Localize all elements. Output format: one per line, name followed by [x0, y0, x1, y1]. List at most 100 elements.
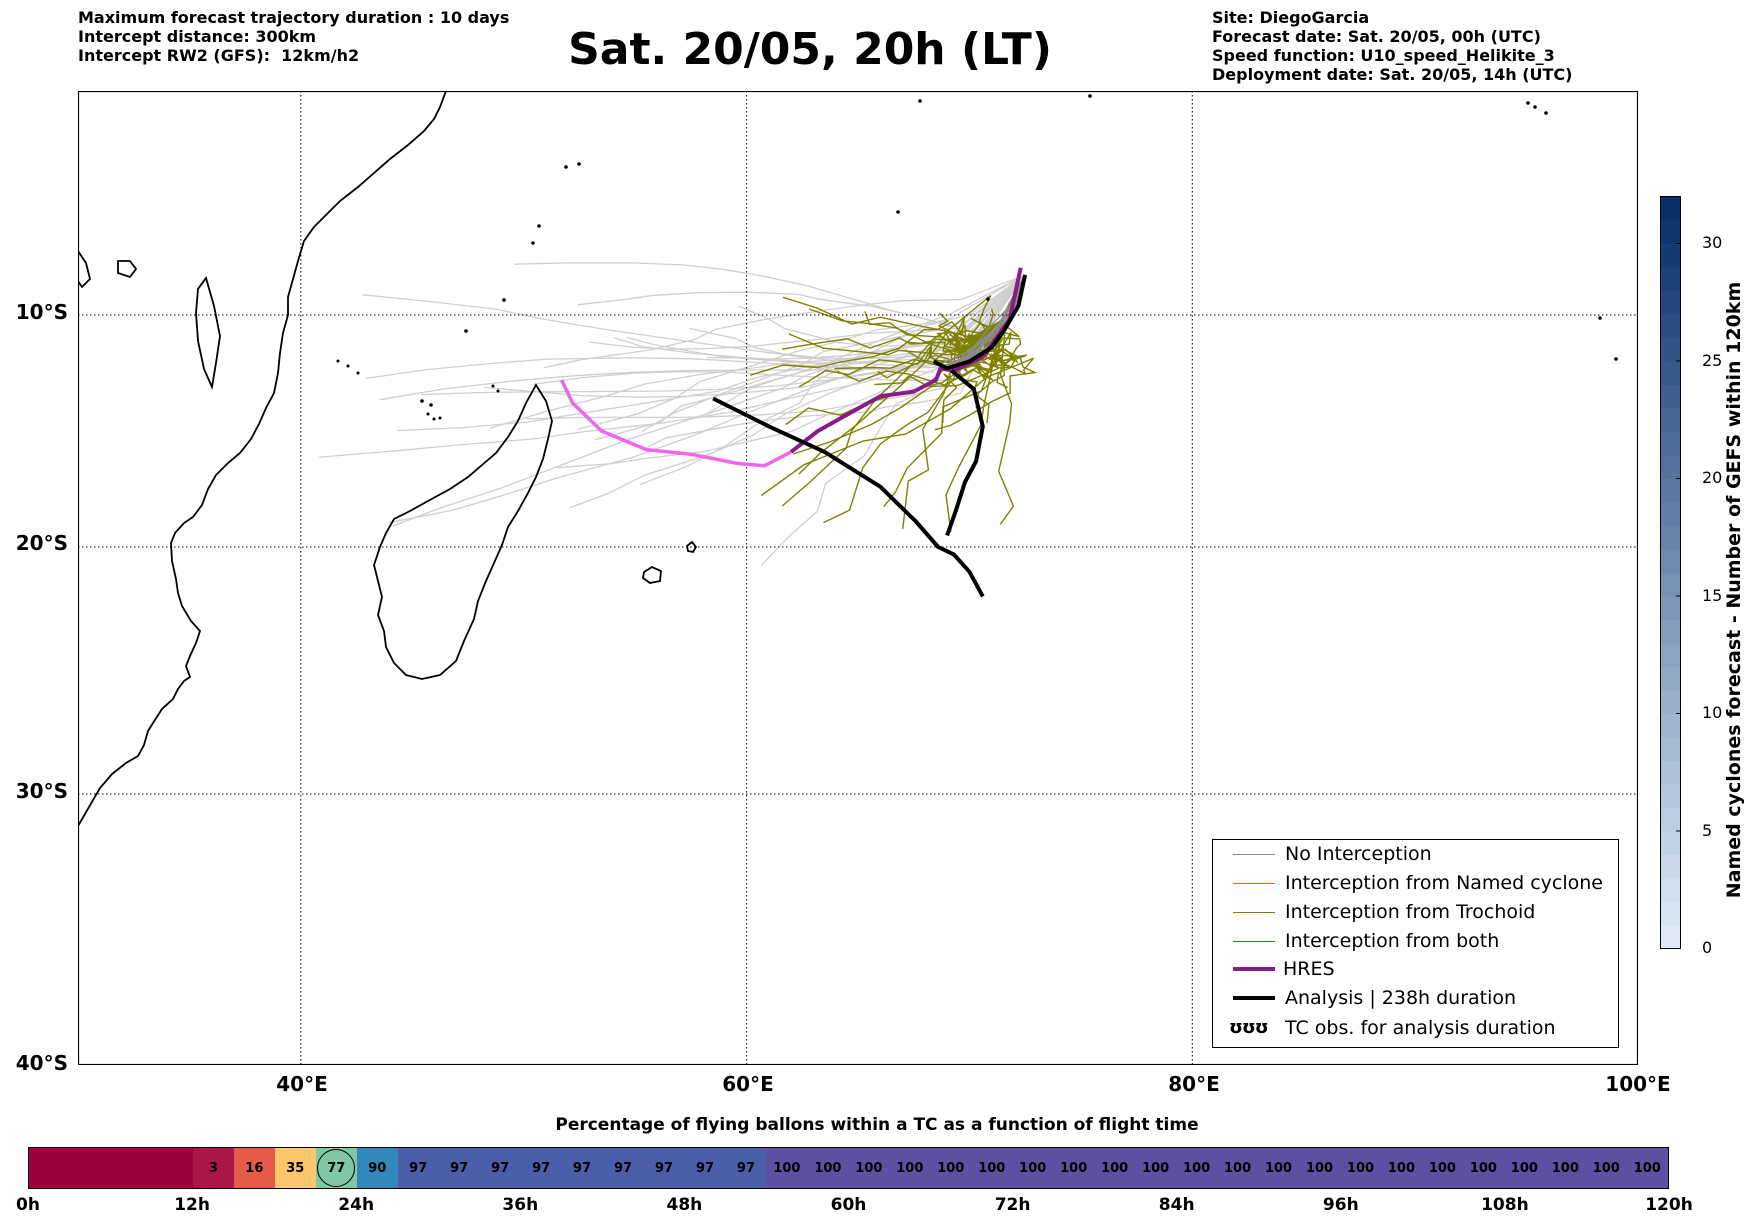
colorbar-tick-label: 15: [1702, 585, 1723, 605]
colorbar-block-12: [1660, 643, 1681, 667]
colorbar-block-8: [1660, 737, 1681, 761]
colorbar-block-10: [1660, 690, 1681, 714]
faded-track-group: [319, 262, 1026, 567]
site-text: Site: DiegoGarcia: [1212, 8, 1370, 27]
timeline-segment: 97: [561, 1148, 603, 1188]
trochoid-track-20: [883, 274, 1026, 508]
lon-label-100e: 100°E: [1605, 1072, 1671, 1096]
island-6: [986, 297, 990, 301]
colorbar-block-25: [1660, 337, 1681, 362]
timeline-segment: [151, 1148, 193, 1188]
timeline-segment-value: 100: [1633, 1160, 1661, 1176]
islet-1: [346, 364, 350, 368]
island-1: [1598, 316, 1602, 320]
timeline-bar: 3 16 35 77 90 97 97 97 97 97 97 97 97 97 100 100 100 100 1…: [28, 1147, 1669, 1189]
faded-track-20: [639, 274, 1026, 486]
faded-track-25: [514, 262, 1026, 328]
colorbar-block-26: [1660, 314, 1681, 338]
legend-swatch-named-cyclone: [1233, 883, 1275, 884]
gridline-group: [78, 91, 1638, 1065]
timeline-segment: 100: [1217, 1148, 1259, 1188]
forecast-date-text: Forecast date: Sat. 20/05, 00h (UTC): [1212, 27, 1541, 46]
timeline-title: Percentage of flying ballons within a TC…: [555, 1115, 1199, 1135]
timeline-segment: 100: [1626, 1148, 1668, 1188]
timeline-segment: 100: [1462, 1148, 1504, 1188]
timeline-segment: 100: [1421, 1148, 1463, 1188]
timeline-segment-value: 97: [450, 1160, 469, 1176]
island-11: [464, 329, 468, 333]
island-4: [918, 99, 922, 103]
coastline-lake-victoria: [117, 260, 138, 279]
colorbar-tick-label: 20: [1702, 468, 1723, 487]
colorbar-block-23: [1660, 384, 1681, 409]
timeline-segment: 100: [1094, 1148, 1136, 1188]
speed-function-text: Speed function: U10_speed_Helikite_3: [1212, 46, 1555, 65]
timeline-segment-value: 100: [1551, 1160, 1579, 1176]
timeline-segment: 97: [438, 1148, 480, 1188]
lat-label-10s: 10°S: [15, 300, 68, 324]
island-0: [1614, 357, 1618, 361]
timeline-tick-label: 60h: [830, 1195, 867, 1215]
islet-7: [496, 389, 500, 393]
timeline-segment: 100: [1258, 1148, 1300, 1188]
timeline-segment-value: 100: [855, 1160, 883, 1176]
colorbar-tick-label: 0: [1702, 938, 1713, 957]
colorbar-block-22: [1660, 408, 1681, 432]
island-8: [564, 165, 568, 169]
timeline-segment: 100: [971, 1148, 1013, 1188]
trajectory-map[interactable]: [78, 91, 1638, 1065]
colorbar-block-4: [1660, 831, 1681, 855]
timeline-segment-value: 3: [208, 1160, 218, 1176]
header-right: Site: DiegoGarcia Forecast date: Sat. 20/…: [1212, 8, 1572, 84]
timeline-segment: 97: [684, 1148, 726, 1188]
timeline-segment: 97: [602, 1148, 644, 1188]
timeline-segment: [69, 1148, 111, 1188]
timeline-segment-value: 90: [368, 1160, 387, 1176]
timeline-segment-value: 97: [614, 1160, 633, 1176]
no-interception-track-12: [943, 274, 1026, 363]
timeline-tick-label: 108h: [1481, 1195, 1529, 1215]
timeline-segment: 16: [233, 1148, 275, 1188]
timeline-tick-label: 96h: [1322, 1195, 1359, 1215]
colorbar-block-17: [1660, 525, 1681, 550]
colorbar-block-29: [1660, 243, 1681, 268]
colorbar-block-3: [1660, 854, 1681, 879]
timeline-segment: 100: [1176, 1148, 1218, 1188]
island-15: [1544, 111, 1548, 115]
intercept-rw2-text: Intercept RW2 (GFS): 12km/h2: [78, 46, 360, 65]
faded-track-17: [362, 274, 1026, 369]
timeline-segment: 3: [192, 1148, 234, 1188]
timeline-segment: 35: [274, 1148, 316, 1188]
timeline-segment-value: 97: [532, 1160, 551, 1176]
hres-light-track: [560, 379, 792, 468]
timeline-segment: 97: [397, 1148, 439, 1188]
legend-swatch-analysis: [1233, 996, 1275, 1000]
timeline-segment-value: 77: [317, 1149, 356, 1187]
timeline-segment-value: 100: [1428, 1160, 1456, 1176]
coastline-madagascar: [373, 383, 553, 680]
colorbar-block-31: [1660, 196, 1681, 221]
cyclone-symbols-icon: ʊʊʊ: [1229, 1017, 1269, 1038]
faded-track-22: [556, 274, 1026, 469]
timeline-segment: 100: [848, 1148, 890, 1188]
coastline-lake-tanganyika: [78, 250, 91, 289]
timeline-segment-value: 100: [1264, 1160, 1293, 1176]
island-14: [429, 403, 433, 407]
timeline-segment: 97: [479, 1148, 521, 1188]
timeline-segment: 100: [889, 1148, 931, 1188]
analysis-loop-track: [932, 274, 1028, 371]
timeline-segment-value: 100: [1019, 1160, 1047, 1176]
island-16: [1088, 94, 1092, 98]
timeline-segment-value: 100: [1224, 1160, 1252, 1176]
lat-label-40s: 40°S: [15, 1051, 68, 1075]
header-left: Maximum forecast trajectory duration : 1…: [78, 8, 509, 65]
timeline-segment-value: 100: [1183, 1160, 1211, 1176]
timeline-segment-value: 100: [1101, 1160, 1129, 1176]
timeline-segment: 100: [930, 1148, 972, 1188]
max-duration-text: Maximum forecast trajectory duration : 1…: [78, 8, 510, 27]
lon-label-40e: 40°E: [276, 1072, 328, 1096]
colorbar-tick-label: 10: [1702, 703, 1723, 722]
timeline-segment-value: 97: [409, 1160, 428, 1176]
faded-track-7: [577, 274, 1026, 430]
faded-track-8: [392, 274, 1026, 527]
